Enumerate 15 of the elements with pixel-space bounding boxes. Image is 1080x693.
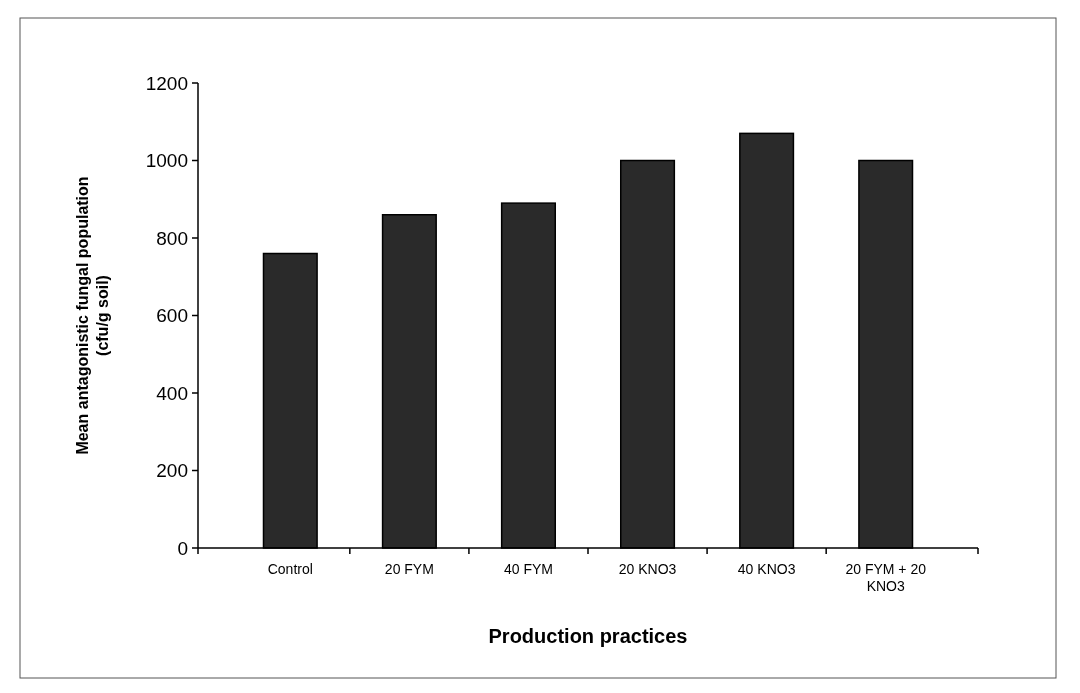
x-tick-label: 20 FYM + 20 KNO3	[845, 561, 927, 594]
x-tick-label: 40 FYM	[503, 561, 553, 577]
x-tick-label: Control	[267, 561, 313, 577]
x-tick-label: 20 FYM	[384, 561, 434, 577]
y-tick-label: 400	[156, 382, 188, 404]
y-tick-label: 1200	[145, 72, 188, 94]
x-axis-title: Production practices	[488, 625, 688, 647]
y-tick-label: 0	[177, 537, 188, 559]
x-tick-label: 20 KNO3	[618, 561, 677, 577]
x-tick-label: 40 KNO3	[737, 561, 796, 577]
y-tick-label: 600	[156, 305, 188, 327]
y-tick-label: 800	[156, 227, 188, 249]
y-tick-label: 200	[156, 460, 188, 482]
y-axis-title: Mean antagonistic fungal population (cfu/g soil)	[74, 176, 111, 455]
y-tick-label: 1000	[145, 150, 188, 172]
